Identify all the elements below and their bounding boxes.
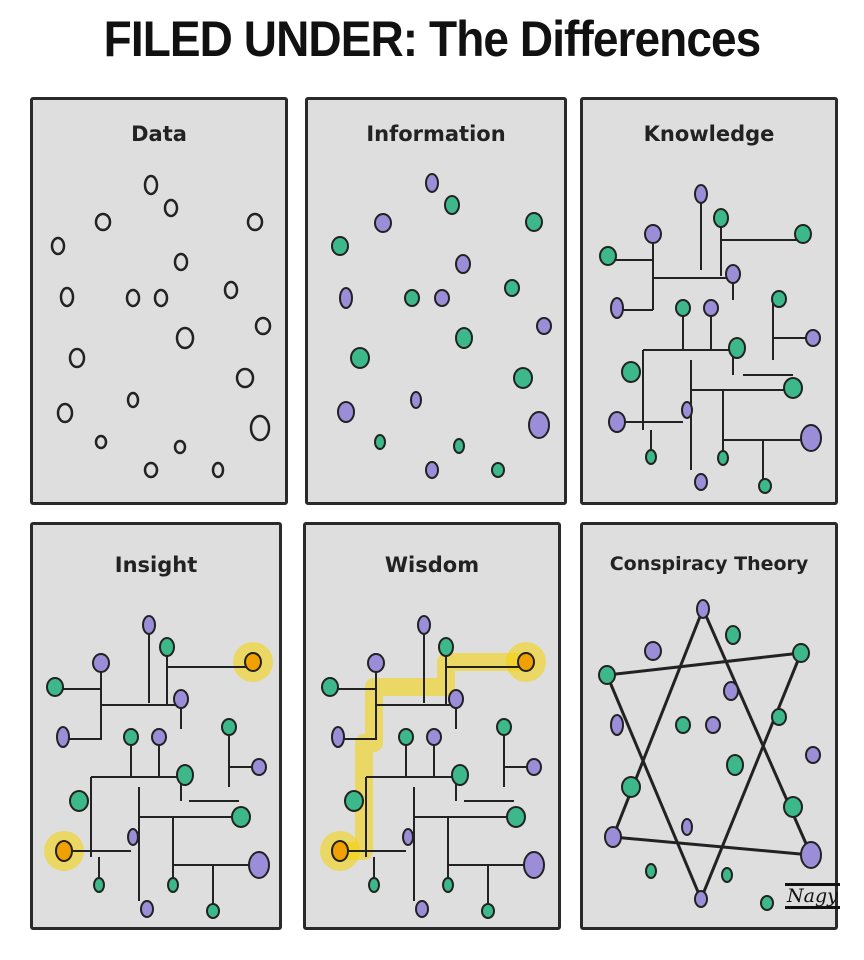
data-dots xyxy=(50,174,272,479)
panel-label-insight: Insight xyxy=(114,553,198,577)
panel-label-information: Information xyxy=(366,122,506,146)
panel-information: Information xyxy=(305,97,567,505)
panel-knowledge: Knowledge xyxy=(580,97,838,505)
artist-signature: Nagy xyxy=(785,883,840,909)
insight-network xyxy=(44,615,273,919)
panel-data: Data xyxy=(30,97,288,505)
wisdom-network xyxy=(320,615,546,919)
information-dots xyxy=(331,173,552,479)
wisdom-nodes xyxy=(321,615,545,919)
colored-data-points xyxy=(331,173,552,479)
panel-conspiracy-theory: Conspiracy Theory xyxy=(580,522,838,930)
wisdom-connections xyxy=(330,631,534,907)
panel-wisdom: Wisdom xyxy=(303,522,561,930)
insight-connections xyxy=(55,631,259,907)
panel-label-conspiracy-theory: Conspiracy Theory xyxy=(609,553,809,575)
panel-insight: Insight xyxy=(30,522,282,930)
knowledge-connections xyxy=(608,196,813,485)
empty-data-points xyxy=(50,174,272,479)
conspiracy-nodes xyxy=(598,599,822,911)
panel-label-knowledge: Knowledge xyxy=(643,122,775,146)
page-title: FILED UNDER: The Differences xyxy=(103,11,762,67)
insight-nodes xyxy=(46,615,270,919)
conspiracy-network xyxy=(598,599,822,911)
panel-label-wisdom: Wisdom xyxy=(384,553,480,577)
knowledge-network xyxy=(599,184,822,494)
star-of-david-lines xyxy=(605,607,813,901)
panel-label-data: Data xyxy=(131,122,187,146)
knowledge-nodes xyxy=(599,184,822,494)
